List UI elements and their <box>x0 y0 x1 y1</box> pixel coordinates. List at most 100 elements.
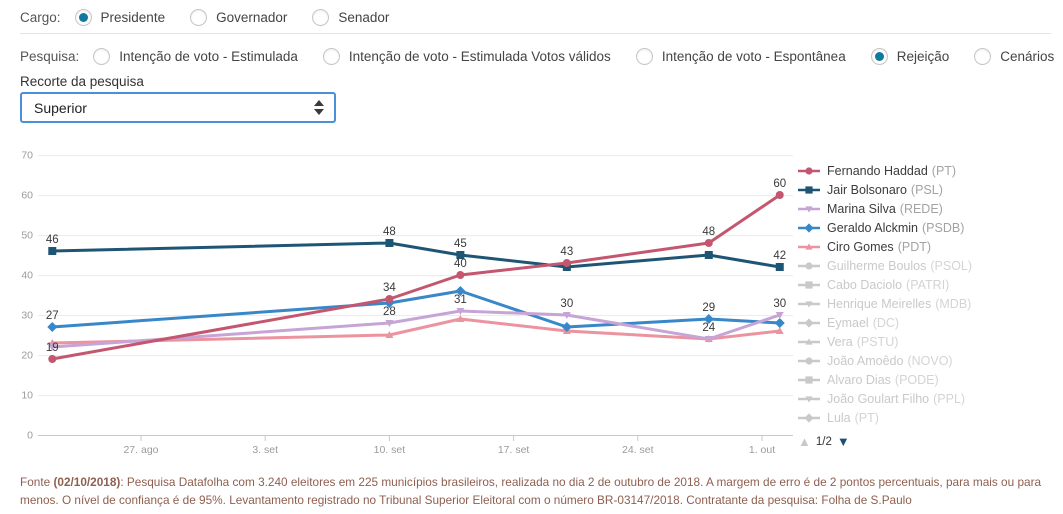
legend-item-eymael[interactable]: Eymael (DC) <box>798 313 1060 332</box>
point-marina-silva-3[interactable] <box>562 312 571 319</box>
divider <box>20 33 1051 34</box>
radio-icon <box>312 9 330 26</box>
legend-item-joao-goulart-filho[interactable]: João Goulart Filho (PPL) <box>798 389 1060 408</box>
y-axis-tick-label: 40 <box>21 270 33 282</box>
legend-item-lula[interactable]: Lula (PT) <box>798 408 1060 427</box>
point-marina-silva-1[interactable] <box>385 320 394 327</box>
point-marina-silva-4[interactable] <box>704 336 713 343</box>
point-marina-silva-5[interactable] <box>775 312 784 319</box>
point-fernando-haddad-1[interactable] <box>385 295 394 303</box>
y-axis-tick-label: 30 <box>21 310 33 322</box>
point-geraldo-alckmin-5[interactable] <box>774 318 785 328</box>
point-jair-bolsonaro-2[interactable] <box>456 251 465 259</box>
legend-item-vera[interactable]: Vera (PSTU) <box>798 332 1060 351</box>
radio-option-label: Cenários <box>1000 49 1055 64</box>
legend-party-label: (PSOL) <box>930 258 973 273</box>
data-label-marina-silva-2: 31 <box>454 294 467 306</box>
legend-candidate-name: Fernando Haddad <box>827 163 928 178</box>
point-geraldo-alckmin-4[interactable] <box>703 314 714 324</box>
chart-legend: Fernando Haddad (PT) Jair Bolsonaro (PSL) Ma… <box>798 161 1060 449</box>
data-label-fernando-haddad-5: 60 <box>773 178 786 190</box>
y-axis-tick-label: 10 <box>21 390 33 402</box>
point-fernando-haddad-4[interactable] <box>704 239 713 247</box>
point-geraldo-alckmin-2[interactable] <box>455 286 466 296</box>
pesquisa-option-intencao-de-voto-espontanea[interactable]: Intenção de voto - Espontânea <box>635 48 846 65</box>
point-fernando-haddad-3[interactable] <box>562 259 571 267</box>
legend-item-alvaro-dias[interactable]: Alvaro Dias (PODE) <box>798 370 1060 389</box>
point-ciro-gomes-1[interactable] <box>385 331 394 338</box>
point-fernando-haddad-5[interactable] <box>775 191 784 199</box>
legend-page-up-icon[interactable]: ▲ <box>798 434 811 449</box>
legend-party-label: (REDE) <box>899 201 943 216</box>
point-jair-bolsonaro-4[interactable] <box>704 251 713 259</box>
legend-candidate-name: Ciro Gomes <box>827 239 894 254</box>
cargo-option-senador[interactable]: Senador <box>312 9 389 26</box>
legend-party-label: (PSTU) <box>856 334 899 349</box>
radio-option-label: Senador <box>338 10 390 25</box>
recorte-select[interactable]: Superior <box>20 92 336 123</box>
point-fernando-haddad-0[interactable] <box>48 355 57 363</box>
point-ciro-gomes-2[interactable] <box>456 315 465 322</box>
y-axis-tick-label: 20 <box>21 350 33 362</box>
pesquisa-option-intencao-de-voto-estimulada-votos-validos[interactable]: Intenção de voto - Estimulada Votos váli… <box>322 48 611 65</box>
point-marina-silva-2[interactable] <box>456 308 465 315</box>
legend-party-label: (PSDB) <box>922 220 965 235</box>
source-note: Fonte (02/10/2018): Pesquisa Datafolha c… <box>20 473 1053 510</box>
legend-item-fernando-haddad[interactable]: Fernando Haddad (PT) <box>798 161 1060 180</box>
legend-item-marina-silva[interactable]: Marina Silva (REDE) <box>798 199 1060 218</box>
legend-marker-icon <box>798 205 820 213</box>
legend-item-jair-bolsonaro[interactable]: Jair Bolsonaro (PSL) <box>798 180 1060 199</box>
pesquisa-option-rejeicao[interactable]: Rejeição <box>870 48 949 65</box>
radio-icon <box>635 48 653 65</box>
cargo-option-presidente[interactable]: Presidente <box>74 9 165 26</box>
point-jair-bolsonaro-0[interactable] <box>48 247 57 255</box>
legend-marker-icon <box>798 185 820 194</box>
data-label-marina-silva-1: 28 <box>383 306 396 318</box>
legend-item-guilherme-boulos[interactable]: Guilherme Boulos (PSOL) <box>798 256 1060 275</box>
cargo-option-governador[interactable]: Governador <box>190 9 287 26</box>
radio-option-label: Intenção de voto - Espontânea <box>661 49 846 64</box>
legend-party-label: (PPL) <box>933 391 966 406</box>
recorte-da-pesquisa-label: Recorte da pesquisa <box>20 74 144 89</box>
legend-party-label: (PSL) <box>910 182 943 197</box>
point-geraldo-alckmin-3[interactable] <box>561 322 572 332</box>
radio-option-label: Intenção de voto - Estimulada Votos váli… <box>348 49 611 64</box>
legend-marker-icon <box>798 412 820 423</box>
legend-item-joao-amoedo[interactable]: João Amoêdo (NOVO) <box>798 351 1060 370</box>
series-line-geraldo-alckmin <box>50 289 782 329</box>
x-axis-tick-label: 24. set <box>622 444 654 456</box>
x-axis-tick-label: 1. out <box>749 444 775 456</box>
data-label-marina-silva-4: 24 <box>702 322 715 334</box>
source-prefix: Fonte <box>20 475 54 489</box>
x-axis-tick-label: 3. set <box>252 444 278 456</box>
cargo-radio-group: Presidente Governador Senador <box>74 9 415 26</box>
legend-marker-icon <box>798 375 820 384</box>
legend-item-cabo-daciolo[interactable]: Cabo Daciolo (PATRI) <box>798 275 1060 294</box>
radio-icon <box>974 48 992 65</box>
point-fernando-haddad-2[interactable] <box>456 271 465 279</box>
point-jair-bolsonaro-1[interactable] <box>385 239 394 247</box>
point-geraldo-alckmin-0[interactable] <box>47 322 58 332</box>
source-date: (02/10/2018) <box>53 475 121 489</box>
legend-item-ciro-gomes[interactable]: Ciro Gomes (PDT) <box>798 237 1060 256</box>
legend-pager: ▲ 1/2 ▼ <box>798 434 1060 449</box>
data-label-fernando-haddad-0: 19 <box>46 342 59 354</box>
data-label-fernando-haddad-1: 34 <box>383 282 396 294</box>
pesquisa-option-cenarios[interactable]: Cenários <box>974 48 1054 65</box>
legend-page-down-icon[interactable]: ▼ <box>836 434 850 449</box>
legend-candidate-name: João Amoêdo <box>827 353 904 368</box>
legend-item-geraldo-alckmin[interactable]: Geraldo Alckmin (PSDB) <box>798 218 1060 237</box>
y-axis-tick-label: 50 <box>21 230 33 242</box>
pesquisa-radio-group: Intenção de voto - Estimulada Intenção de… <box>93 48 1063 65</box>
legend-item-henrique-meirelles[interactable]: Henrique Meirelles (MDB) <box>798 294 1060 313</box>
legend-party-label: (NOVO) <box>907 353 953 368</box>
radio-icon <box>870 48 888 65</box>
legend-candidate-name: Marina Silva <box>827 201 896 216</box>
legend-marker-icon <box>798 222 820 233</box>
data-label-marina-silva-5: 30 <box>773 298 786 310</box>
point-marina-silva-0[interactable] <box>48 344 57 351</box>
point-jair-bolsonaro-5[interactable] <box>775 263 784 271</box>
pesquisa-option-intencao-de-voto-estimulada[interactable]: Intenção de voto - Estimulada <box>93 48 298 65</box>
series-line-ciro-gomes <box>50 317 782 345</box>
point-ciro-gomes-5[interactable] <box>775 327 784 334</box>
